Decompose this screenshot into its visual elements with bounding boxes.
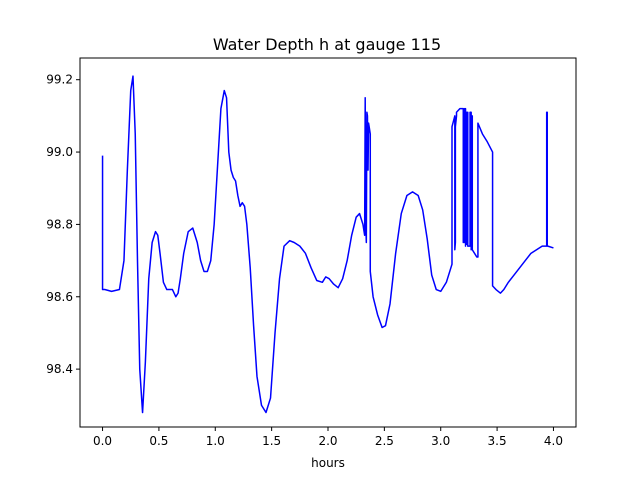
x-tick-label: 0.0	[93, 434, 112, 448]
y-tick-label: 98.8	[46, 217, 73, 231]
y-axis: 98.4 98.6 98.8 99.0 99.2	[46, 73, 80, 376]
x-tick-label: 3.0	[431, 434, 450, 448]
series-line	[101, 75, 554, 414]
y-tick-label: 99.0	[46, 145, 73, 159]
x-tick-label: 2.5	[375, 434, 394, 448]
plot-area	[101, 75, 554, 414]
y-tick-label: 98.4	[46, 362, 73, 376]
plot-frame	[79, 57, 577, 428]
x-tick-label: 3.5	[488, 434, 507, 448]
y-tick-label: 98.6	[46, 290, 73, 304]
x-tick-label: 2.0	[318, 434, 337, 448]
chart-title: Water Depth h at gauge 115	[213, 35, 441, 54]
x-axis: 0.0 0.5 1.0 1.5 2.0 2.5 3.0 3.5 4.0	[93, 427, 563, 448]
x-axis-label: hours	[311, 456, 345, 470]
x-tick-label: 1.0	[206, 434, 225, 448]
x-tick-label: 0.5	[149, 434, 168, 448]
x-tick-label: 4.0	[544, 434, 563, 448]
x-tick-label: 1.5	[262, 434, 281, 448]
y-tick-label: 99.2	[46, 73, 73, 87]
